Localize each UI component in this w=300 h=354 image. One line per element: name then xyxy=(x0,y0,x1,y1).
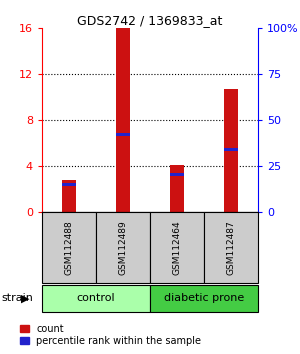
Bar xyxy=(62,180,76,212)
Bar xyxy=(116,133,130,136)
Legend: count, percentile rank within the sample: count, percentile rank within the sample xyxy=(20,324,201,346)
Bar xyxy=(170,173,184,176)
Bar xyxy=(170,165,184,212)
Text: strain: strain xyxy=(2,293,33,303)
Text: ▶: ▶ xyxy=(21,293,29,303)
Text: control: control xyxy=(77,293,115,303)
Bar xyxy=(42,285,150,312)
Text: GSM112464: GSM112464 xyxy=(172,221,182,275)
Title: GDS2742 / 1369833_at: GDS2742 / 1369833_at xyxy=(77,14,223,27)
Bar xyxy=(150,212,204,283)
Text: GSM112488: GSM112488 xyxy=(64,221,74,275)
Text: GSM112489: GSM112489 xyxy=(118,221,127,275)
Bar xyxy=(42,212,96,283)
Bar xyxy=(150,285,258,312)
Text: diabetic prone: diabetic prone xyxy=(164,293,244,303)
Bar xyxy=(224,148,238,150)
Bar xyxy=(96,212,150,283)
Bar xyxy=(62,183,76,186)
Bar xyxy=(204,212,258,283)
Text: GSM112487: GSM112487 xyxy=(226,221,236,275)
Bar xyxy=(224,89,238,212)
Bar xyxy=(116,28,130,212)
